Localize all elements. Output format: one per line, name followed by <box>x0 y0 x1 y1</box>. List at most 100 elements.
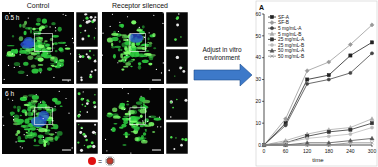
green-signal <box>148 37 150 40</box>
green-signal <box>30 106 36 109</box>
particle-dot <box>8 65 9 66</box>
particle-dot <box>28 17 29 18</box>
zoom-box <box>34 108 52 125</box>
green-signal <box>33 145 40 146</box>
particle-dot <box>40 102 41 103</box>
nucleus <box>129 33 143 43</box>
green-signal <box>128 110 135 114</box>
particle-dot <box>36 94 37 95</box>
inset-signal <box>172 107 174 109</box>
green-signal <box>31 65 36 68</box>
particle-dot <box>24 134 25 135</box>
particle-dot <box>68 80 69 81</box>
green-signal <box>111 33 118 36</box>
green-signal <box>149 42 152 45</box>
green-signal <box>45 137 50 142</box>
inset-signal <box>77 114 80 117</box>
green-signal <box>18 70 25 74</box>
green-signal <box>140 44 148 46</box>
x-tick <box>350 145 351 147</box>
y-tick-label: 50 <box>255 33 261 39</box>
particle-dot <box>117 62 118 63</box>
inset <box>166 49 188 84</box>
inset-signal <box>90 74 92 76</box>
green-signal <box>44 25 47 28</box>
particle-dot <box>102 55 103 56</box>
green-signal <box>137 28 142 31</box>
green-signal <box>138 62 141 65</box>
inset-signal <box>184 99 187 102</box>
x-axis-label: time <box>312 157 324 163</box>
x-tick-label: 60 <box>283 148 289 154</box>
red-dot-icon <box>88 157 96 165</box>
series-marker <box>306 137 309 140</box>
inset-signal <box>78 92 81 95</box>
inset-bg <box>166 12 188 47</box>
micrograph-content <box>102 12 164 73</box>
inset-bg <box>76 49 98 84</box>
inset-signal <box>176 56 179 59</box>
particle-dot <box>14 67 15 68</box>
zoom-box <box>130 108 146 125</box>
particle-dot <box>149 116 150 117</box>
micrograph <box>102 12 164 84</box>
y-tick-label: 20 <box>255 98 261 104</box>
nucleus <box>20 41 34 49</box>
inset-signal <box>79 56 81 58</box>
inset-signal <box>182 70 185 73</box>
particle-dot <box>43 139 44 140</box>
inset-signal <box>80 79 82 81</box>
particle-dot <box>112 14 113 15</box>
green-signal <box>17 123 23 125</box>
inset-signal <box>88 35 90 37</box>
green-signal <box>130 66 132 68</box>
green-signal <box>120 49 122 51</box>
inset-signal <box>94 69 96 71</box>
micrograph <box>102 88 164 154</box>
green-signal <box>43 142 46 147</box>
inset-signal <box>170 100 173 103</box>
green-signal <box>28 129 30 132</box>
green-signal <box>125 55 130 58</box>
inset-signal <box>79 131 82 134</box>
green-signal <box>43 43 50 47</box>
green-signal <box>148 63 152 66</box>
inset-signal <box>94 60 97 63</box>
inset-signal <box>175 137 176 138</box>
inset-signal <box>79 55 82 58</box>
green-signal <box>142 43 149 46</box>
green-signal <box>148 56 154 58</box>
particle-dot <box>106 150 107 151</box>
particle-dot <box>147 121 148 122</box>
series-line <box>264 53 372 145</box>
particle-dot <box>2 116 3 117</box>
inset-signal <box>176 99 178 101</box>
green-signal <box>131 43 134 47</box>
particle-dot <box>128 93 129 94</box>
equals-sign: = <box>98 158 102 165</box>
inset-signal <box>80 111 82 113</box>
green-signal <box>132 59 135 61</box>
micrograph <box>2 88 74 154</box>
inset-signal <box>78 114 81 117</box>
legend-marker <box>270 43 273 46</box>
particle-dot <box>56 62 57 63</box>
green-signal <box>50 140 54 142</box>
green-signal <box>36 68 42 71</box>
inset-signal <box>86 53 88 55</box>
green-signal <box>8 54 14 55</box>
inset <box>76 88 98 120</box>
green-signal <box>37 37 41 39</box>
green-signal <box>131 46 136 50</box>
inset-signal <box>92 131 95 134</box>
inset-signal <box>81 98 84 101</box>
green-signal <box>143 132 146 136</box>
scale-bar <box>62 80 71 81</box>
green-signal <box>41 53 47 57</box>
green-signal <box>42 19 47 24</box>
inset-signal <box>85 139 88 142</box>
inset-signal <box>95 132 96 133</box>
green-signal <box>37 37 43 42</box>
inset-bg <box>166 122 188 154</box>
series-marker <box>370 23 374 27</box>
